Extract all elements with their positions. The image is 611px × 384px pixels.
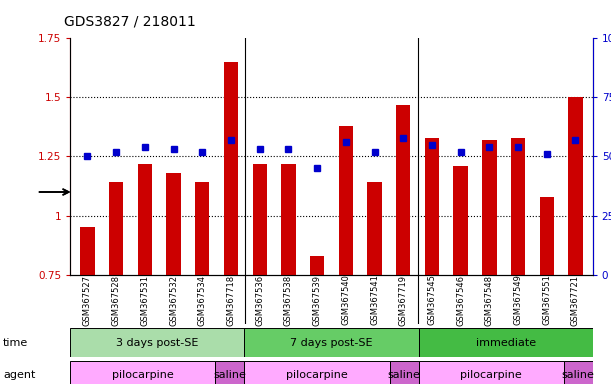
Bar — [563, 361, 593, 384]
Text: pilocarpine: pilocarpine — [460, 370, 522, 381]
Bar — [244, 361, 390, 384]
Bar — [511, 137, 525, 275]
Text: immediate: immediate — [475, 338, 536, 348]
Bar — [338, 126, 353, 275]
Text: GSM367532: GSM367532 — [169, 275, 178, 326]
Text: pilocarpine: pilocarpine — [286, 370, 348, 381]
Bar — [453, 166, 468, 275]
Text: GSM367548: GSM367548 — [485, 275, 494, 326]
Bar — [425, 137, 439, 275]
Bar — [568, 98, 583, 275]
Text: GSM367721: GSM367721 — [571, 275, 580, 326]
Text: GSM367719: GSM367719 — [399, 275, 408, 326]
Text: GDS3827 / 218011: GDS3827 / 218011 — [64, 14, 196, 28]
Bar — [244, 328, 419, 357]
Bar — [390, 361, 419, 384]
Text: 3 days post-SE: 3 days post-SE — [116, 338, 199, 348]
Bar — [482, 140, 497, 275]
Bar — [70, 361, 216, 384]
Text: time: time — [3, 338, 28, 348]
Text: GSM367541: GSM367541 — [370, 275, 379, 325]
Text: GSM367551: GSM367551 — [542, 275, 551, 325]
Bar — [396, 104, 411, 275]
Text: GSM367534: GSM367534 — [198, 275, 207, 326]
Bar — [224, 62, 238, 275]
Text: GSM367545: GSM367545 — [428, 275, 436, 325]
Text: GSM367527: GSM367527 — [83, 275, 92, 326]
Text: GSM367549: GSM367549 — [513, 275, 522, 325]
Text: saline: saline — [562, 370, 595, 381]
Bar — [419, 328, 593, 357]
Text: GSM367546: GSM367546 — [456, 275, 465, 326]
Bar — [252, 164, 267, 275]
Bar — [216, 361, 244, 384]
Bar — [310, 256, 324, 275]
Text: pilocarpine: pilocarpine — [112, 370, 174, 381]
Text: GSM367539: GSM367539 — [313, 275, 321, 326]
Bar — [419, 361, 563, 384]
Text: GSM367538: GSM367538 — [284, 275, 293, 326]
Text: 7 days post-SE: 7 days post-SE — [290, 338, 373, 348]
Bar — [166, 173, 181, 275]
Bar — [540, 197, 554, 275]
Text: GSM367540: GSM367540 — [342, 275, 350, 325]
Text: GSM367531: GSM367531 — [141, 275, 150, 326]
Bar — [195, 182, 210, 275]
Bar — [367, 182, 382, 275]
Bar — [70, 328, 244, 357]
Bar — [109, 182, 123, 275]
Text: GSM367528: GSM367528 — [112, 275, 121, 326]
Bar — [281, 164, 296, 275]
Text: saline: saline — [213, 370, 246, 381]
Text: GSM367536: GSM367536 — [255, 275, 264, 326]
Text: saline: saline — [387, 370, 420, 381]
Bar — [80, 227, 95, 275]
Bar — [137, 164, 152, 275]
Text: agent: agent — [3, 370, 35, 381]
Text: GSM367718: GSM367718 — [227, 275, 235, 326]
